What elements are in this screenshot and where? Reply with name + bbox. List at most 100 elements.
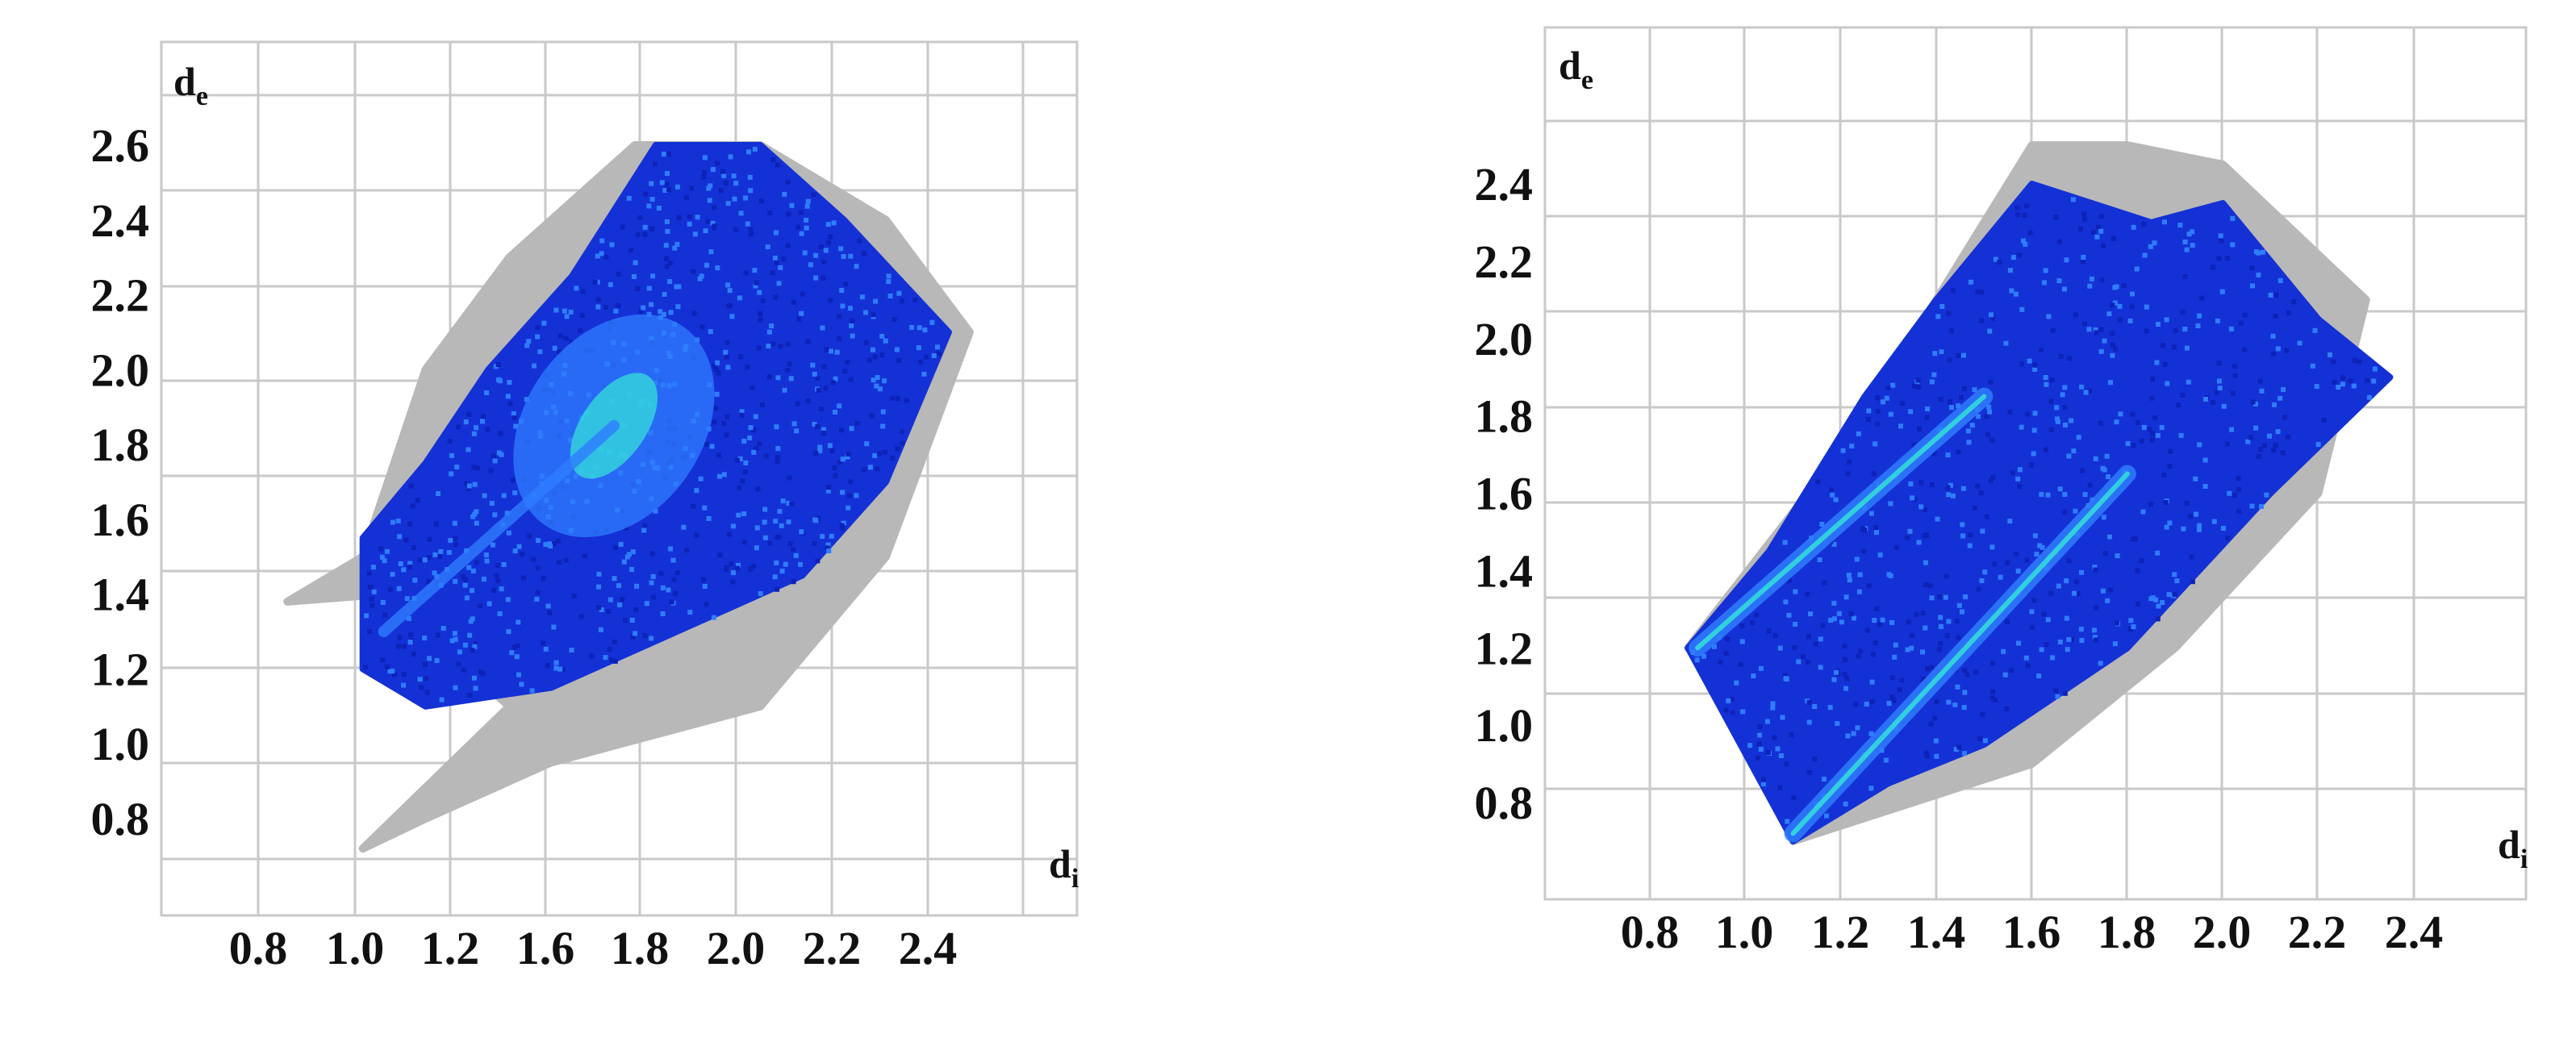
density-speck [2107,534,2112,540]
density-speck [1873,640,1878,646]
density-speck [757,441,762,447]
density-speck [426,579,432,585]
density-speck [738,354,744,360]
density-speck [480,419,485,424]
density-speck [900,429,904,435]
density-speck [501,493,507,498]
density-speck [717,552,723,558]
density-speck [1775,746,1781,752]
density-speck [1842,672,1847,678]
density-speck [2184,345,2190,351]
density-speck [894,347,900,352]
density-speck [480,671,486,677]
density-speck [410,503,415,509]
density-speck [2075,591,2081,597]
density-speck [472,644,478,649]
density-speck [882,378,887,384]
density-speck [731,173,737,179]
density-speck [740,478,745,484]
density-speck [666,587,671,593]
density-speck [1982,569,1988,575]
density-speck [407,561,413,566]
density-speck [676,215,682,220]
density-speck [535,565,541,571]
density-speck [1943,573,1949,579]
density-speck [1857,572,1863,577]
density-speck [603,254,609,260]
density-speck [829,533,834,539]
density-speck [1886,701,1892,707]
density-speck [929,319,935,325]
density-speck [1761,777,1767,782]
density-speck [596,584,601,590]
density-speck [845,451,851,457]
density-speck [606,609,612,614]
density-speck [833,376,838,381]
density-speck [1931,372,1937,377]
density-speck [2136,420,2140,425]
density-speck [1909,632,1914,638]
density-speck [653,508,658,514]
density-speck [781,256,787,262]
density-speck [709,444,715,449]
density-speck [724,432,729,438]
density-speck [2100,465,2106,471]
density-speck [616,271,621,277]
density-speck [697,276,703,281]
density-speck [580,289,586,294]
density-speck [882,449,887,455]
density-speck [710,167,716,173]
density-speck [748,566,754,572]
density-speck [1778,753,1784,758]
density-speck [762,535,768,540]
density-speck [467,692,473,698]
density-speck [1997,260,2002,265]
density-speck [494,573,499,578]
density-speck [1946,492,1952,498]
density-speck [1868,731,1874,736]
density-speck [2015,476,2021,482]
density-speck [695,215,700,220]
density-speck [875,375,880,380]
density-speck [721,472,727,477]
density-speck [401,682,407,688]
density-speck [466,483,472,489]
density-speck [796,316,802,322]
density-speck [795,401,800,407]
density-speck [1911,383,1917,389]
density-speck [754,545,759,551]
density-speck [481,414,486,419]
density-speck [2155,432,2161,438]
density-speck [2115,553,2120,559]
density-speck [1952,702,1958,707]
density-speck [778,344,783,349]
density-speck [2271,448,2277,453]
density-speck [849,426,854,432]
density-speck [2019,306,2025,312]
density-speck [1892,654,1898,660]
density-speck [810,362,816,368]
density-speck [2167,464,2173,469]
density-speck [743,195,749,201]
y-tick-label: 2.4 [91,194,150,247]
density-speck [599,251,604,256]
density-speck [2351,383,2357,389]
density-speck [1967,543,1973,548]
density-speck [708,249,714,255]
density-speck [1915,377,1921,383]
density-speck [390,572,395,577]
density-speck [2112,641,2118,647]
density-speck [812,540,817,546]
density-speck [766,329,772,335]
density-speck [779,523,784,528]
density-speck [789,202,795,208]
density-speck [2055,419,2060,424]
density-speck [1955,684,1960,690]
density-speck [812,371,817,377]
density-speck [1873,525,1878,530]
density-speck [2069,418,2074,423]
density-speck [2176,402,2181,408]
density-speck [632,274,637,279]
density-speck [1875,408,1881,414]
density-speck [2002,672,2008,678]
